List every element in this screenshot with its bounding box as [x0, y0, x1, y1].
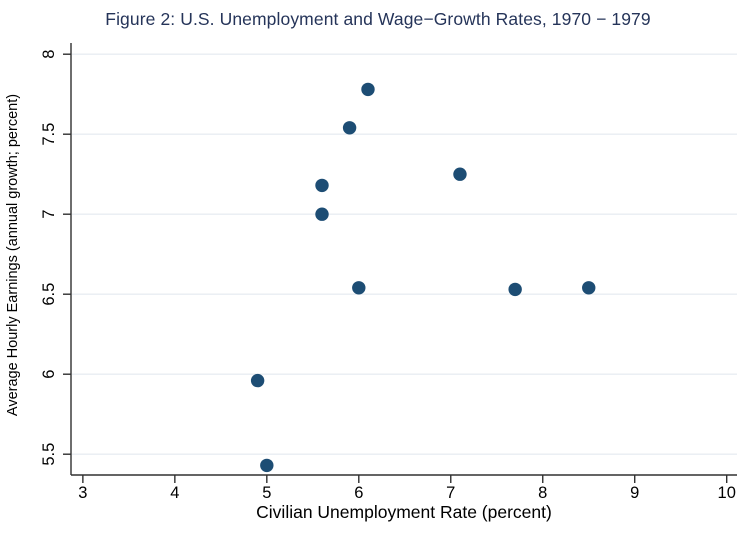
data-point-4 — [315, 207, 329, 221]
x-tick-label-3: 3 — [78, 484, 87, 502]
data-point-3 — [315, 178, 329, 193]
y-tick-label-7.5: 7.5 — [40, 123, 58, 146]
data-point-2 — [453, 167, 467, 181]
x-tick-label-5: 5 — [262, 484, 271, 502]
chart-title: Figure 2: U.S. Unemployment and Wage−Gro… — [105, 9, 651, 29]
data-point-7 — [582, 281, 596, 295]
y-tick-label-6.5: 6.5 — [40, 283, 58, 306]
x-tick-label-8: 8 — [538, 484, 547, 502]
y-axis-title: Average Hourly Earnings (annual growth; … — [5, 93, 21, 417]
x-tick-label-4: 4 — [170, 484, 179, 502]
data-point-5 — [352, 281, 366, 295]
x-tick-label-7: 7 — [446, 484, 455, 502]
data-point-0 — [361, 82, 375, 97]
x-axis-title: Civilian Unemployment Rate (percent) — [256, 502, 552, 522]
x-tick-label-9: 9 — [630, 484, 639, 502]
y-tick-label-5.5: 5.5 — [40, 443, 58, 466]
x-tick-label-6: 6 — [354, 484, 363, 502]
data-point-6 — [508, 282, 522, 297]
x-tick-label-10: 10 — [718, 484, 736, 502]
y-tick-label-8: 8 — [40, 50, 58, 59]
y-tick-label-6: 6 — [40, 370, 58, 379]
data-point-9 — [260, 458, 274, 473]
data-point-1 — [342, 121, 357, 135]
y-tick-label-7: 7 — [40, 210, 58, 219]
data-point-8 — [250, 373, 265, 388]
